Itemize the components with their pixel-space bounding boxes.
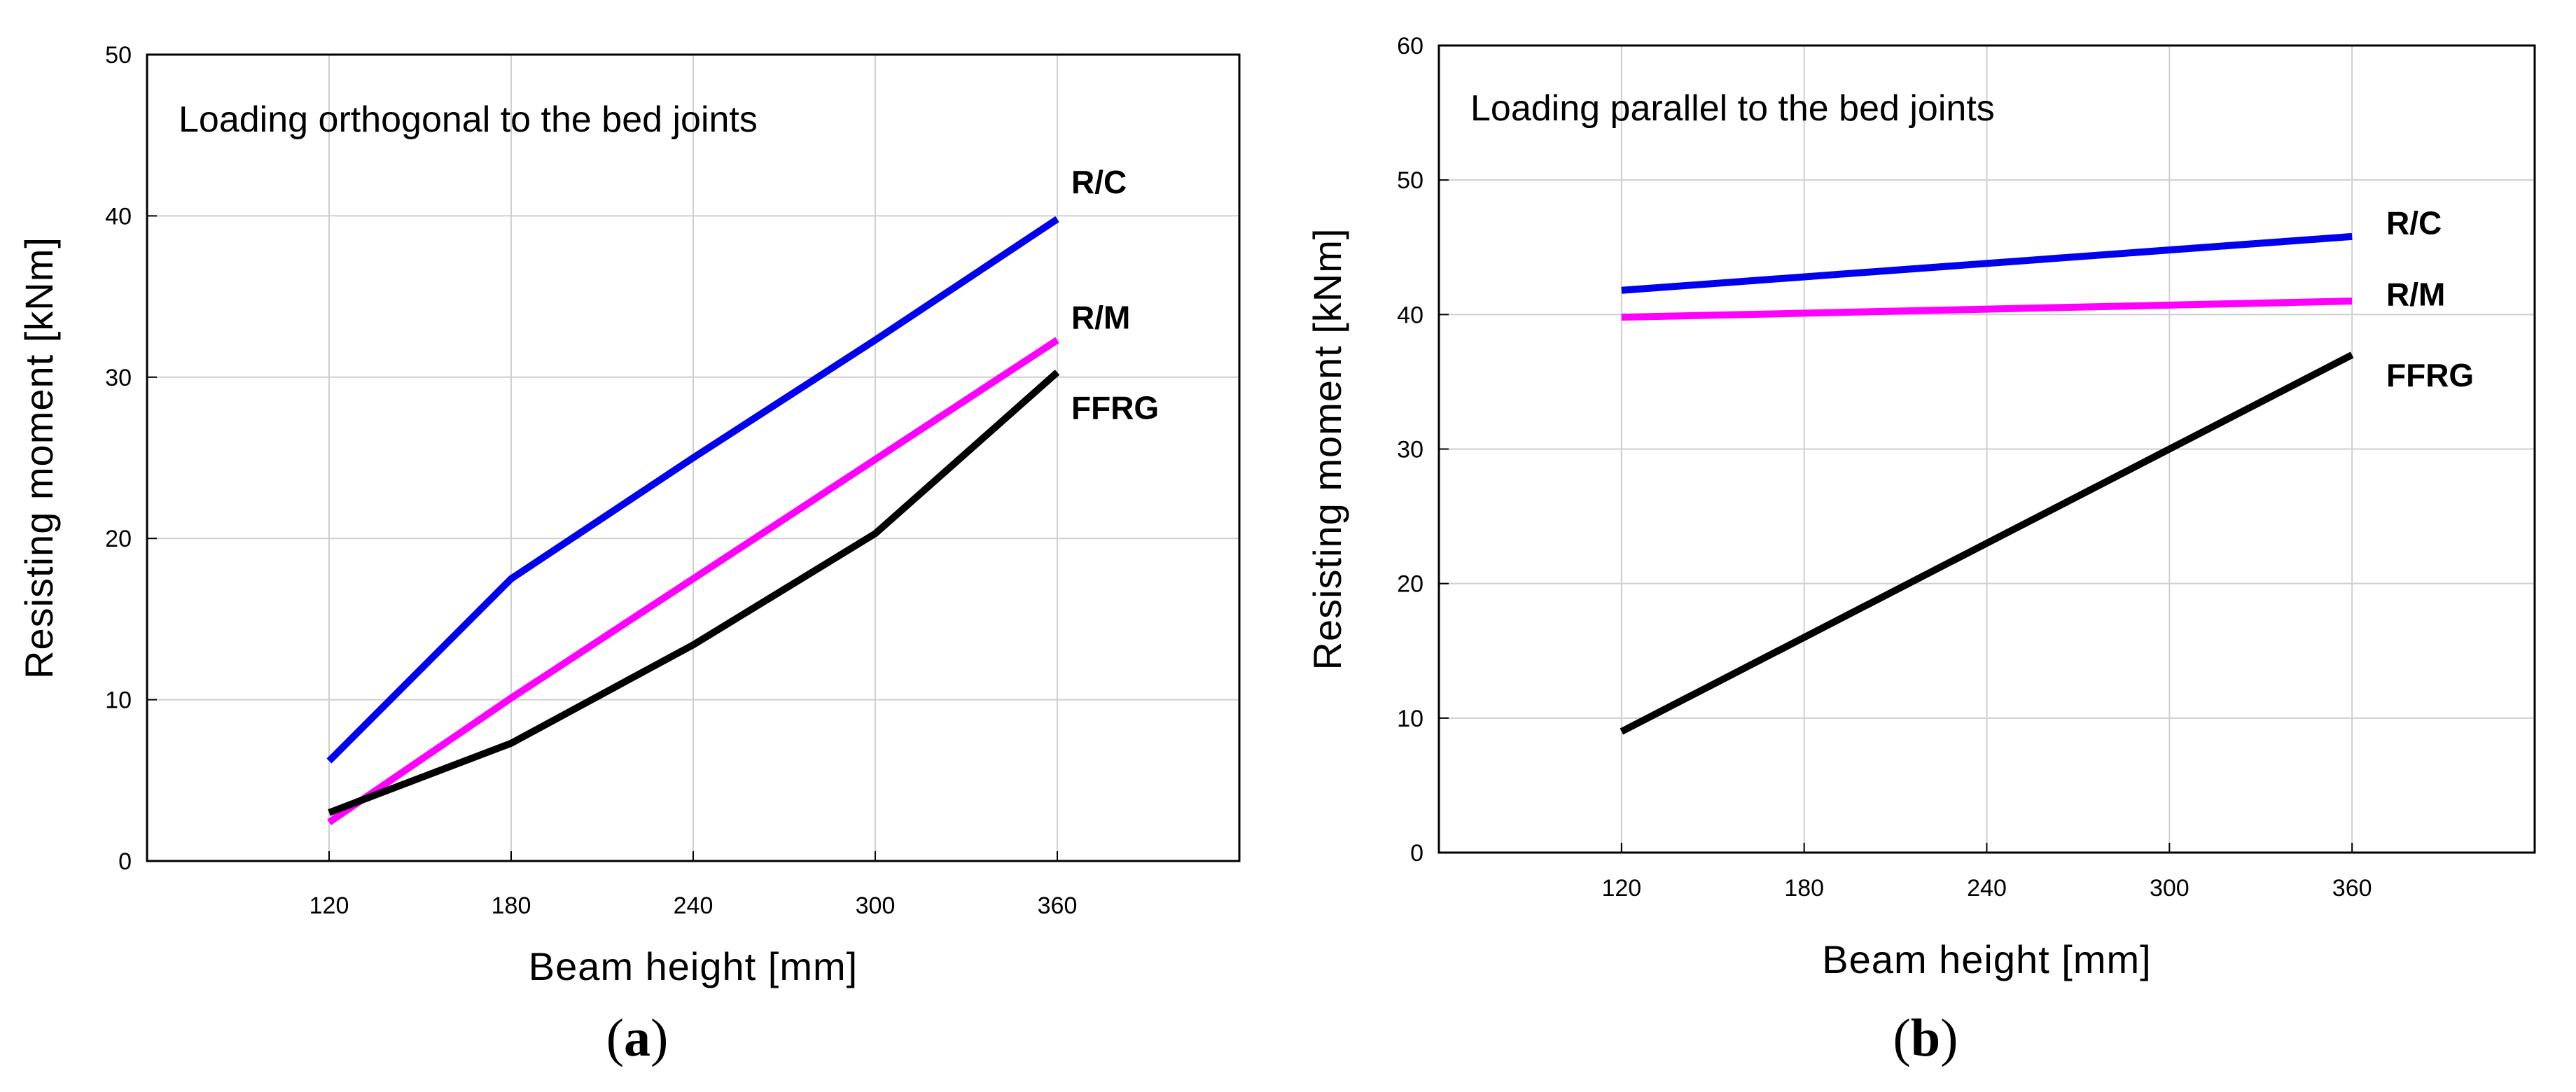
chart-a-xtick-label-3: 300	[856, 892, 896, 919]
chart-a-xtick-label-0: 120	[309, 892, 349, 919]
chart-b-ytick-label-6: 60	[1397, 33, 1423, 59]
chart-a-series-line-rc	[326, 216, 1059, 764]
chart-b-xtick-label-2: 240	[1967, 875, 2007, 902]
chart-b-ytick-label-2: 20	[1397, 571, 1423, 598]
chart-a-ytick-label-5: 50	[105, 42, 132, 69]
chart-a-xtick-label-1: 180	[492, 892, 531, 919]
chart-b-xtick-label-4: 360	[2332, 875, 2372, 902]
chart-a-ylabel: Resisting moment [kNm]	[17, 237, 61, 679]
chart-b-series-label-rm: R/M	[2386, 276, 2445, 313]
chart-b: 120 180 240 300 360 0 10 20 30 40 50 60 R/C R/M FFRG Lo…	[1305, 33, 2536, 981]
chart-a-xtick-label-2: 240	[674, 892, 713, 919]
chart-b-series-label-ffrg: FFRG	[2386, 357, 2474, 393]
chart-a-annotation: Loading orthogonal to the bed joints	[179, 99, 758, 140]
chart-b-ytick-label-5: 50	[1397, 167, 1423, 194]
chart-a-series-label-ffrg: FFRG	[1071, 390, 1159, 426]
chart-b-series-line-ffrg	[1620, 351, 2354, 735]
chart-b-xtick-label-3: 300	[2150, 875, 2189, 902]
caption-a: (a)	[606, 1009, 669, 1068]
chart-a-xlabel: Beam height [mm]	[529, 944, 858, 988]
chart-b-series-label-rc: R/C	[2386, 205, 2442, 241]
chart-b-series-line-rm	[1621, 298, 2353, 321]
chart-b-xlabel: Beam height [mm]	[1822, 937, 2151, 981]
chart-a-ytick-label-3: 30	[105, 365, 132, 391]
chart-a-series-line-rm	[327, 337, 1059, 825]
chart-a-series-line-ffrg	[328, 370, 1060, 816]
caption-b-letter: b	[1910, 1009, 1941, 1068]
chart-a: 120 180 240 300 360 0 10 20 30 40 50 R/C R/M FFRG Load…	[17, 42, 1241, 988]
caption-b: (b)	[1893, 1009, 1958, 1068]
chart-b-ytick-label-4: 40	[1397, 302, 1423, 328]
chart-a-ytick-label-1: 10	[105, 687, 132, 714]
chart-b-ylabel: Resisting moment [kNm]	[1305, 228, 1349, 671]
caption-a-letter: a	[624, 1009, 650, 1068]
chart-a-series-label-rm: R/M	[1071, 300, 1130, 336]
chart-b-ytick-label-1: 10	[1397, 706, 1423, 732]
chart-b-series-line-rc	[1621, 232, 2353, 294]
chart-a-series-label-rc: R/C	[1071, 164, 1127, 200]
chart-a-ytick-label-0: 0	[118, 848, 132, 875]
chart-a-ytick-label-2: 20	[105, 526, 132, 552]
chart-b-xtick-label-0: 120	[1601, 875, 1641, 902]
chart-b-ytick-label-3: 30	[1397, 437, 1423, 463]
chart-b-ytick-label-0: 0	[1410, 840, 1423, 867]
chart-a-xtick-label-4: 360	[1038, 892, 1078, 919]
chart-a-ytick-label-4: 40	[105, 203, 132, 230]
chart-b-xtick-label-1: 180	[1784, 875, 1824, 902]
chart-b-annotation: Loading parallel to the bed joints	[1470, 88, 1995, 129]
